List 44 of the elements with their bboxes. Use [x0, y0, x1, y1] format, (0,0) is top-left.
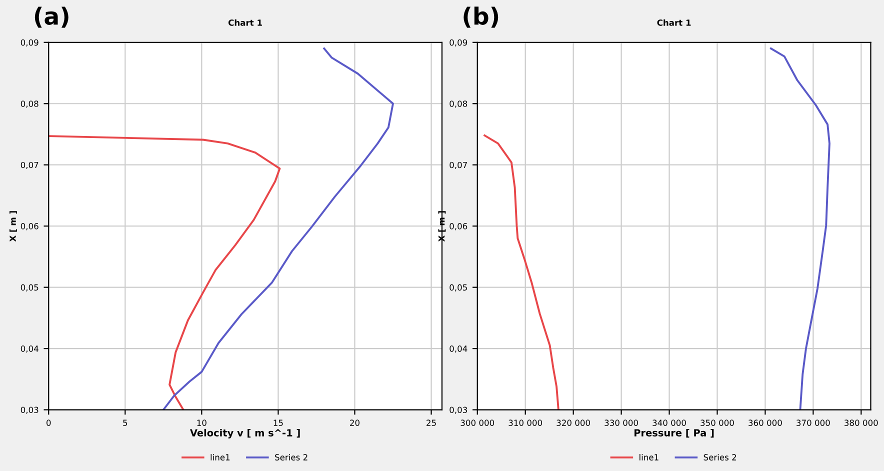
- x-tick-label: 320 000: [556, 420, 590, 426]
- x-tick-label: 25: [426, 420, 436, 426]
- legend-label: line1: [640, 454, 658, 460]
- x-axis-title: Velocity v [ m s^-1 ]: [190, 428, 300, 438]
- x-tick-label: 360 000: [748, 420, 782, 426]
- y-tick-label: 0,09: [450, 39, 468, 47]
- line-series: [48, 135, 281, 410]
- x-tick-label: 330 000: [604, 420, 638, 426]
- text: (b): [464, 6, 498, 28]
- y-tick-label: 0,03: [450, 406, 467, 414]
- y-axis-title: X [ m ]: [10, 211, 17, 242]
- y-tick-label: 0,09: [20, 39, 38, 47]
- x-tick-label: 300 000: [460, 420, 494, 426]
- y-tick-label: 0,07: [450, 162, 467, 169]
- x-tick-label: 0: [46, 420, 51, 426]
- y-tick-label: 0,05: [450, 284, 467, 292]
- line-series: [770, 48, 830, 410]
- line-series: [162, 48, 394, 410]
- y-tick-label: 0,08: [20, 100, 38, 108]
- y-tick-label: 0,05: [20, 284, 38, 292]
- chart-title: Chart 1: [228, 19, 262, 26]
- legend-label: line1: [210, 454, 230, 460]
- x-axis-title: Pressure [ Pa ]: [634, 428, 714, 438]
- x-tick-label: 350 000: [700, 420, 734, 426]
- text: (a): [34, 6, 68, 28]
- x-tick-label: 380 000: [844, 420, 878, 426]
- y-tick-label: 0,04: [20, 346, 38, 353]
- chart-title: Chart 1: [657, 19, 691, 26]
- x-tick-label: 15: [274, 420, 283, 426]
- x-tick-label: 340 000: [652, 420, 686, 426]
- x-tick-label: 5: [123, 420, 128, 426]
- legend-label: Series 2: [275, 454, 308, 460]
- y-tick-label: 0,06: [450, 223, 468, 230]
- y-tick-label: 0,06: [20, 223, 38, 230]
- x-tick-label: 310 000: [508, 420, 542, 426]
- line-series: [484, 134, 560, 410]
- y-tick-label: 0,08: [450, 100, 468, 108]
- y-tick-label: 0,07: [20, 162, 38, 169]
- x-tick-label: 20: [350, 420, 360, 426]
- y-tick-label: 0,03: [20, 406, 38, 414]
- legend-label: Series 2: [704, 454, 736, 460]
- x-tick-label: 10: [197, 420, 206, 426]
- y-tick-label: 0,04: [450, 346, 468, 353]
- x-tick-label: 370 000: [796, 420, 830, 426]
